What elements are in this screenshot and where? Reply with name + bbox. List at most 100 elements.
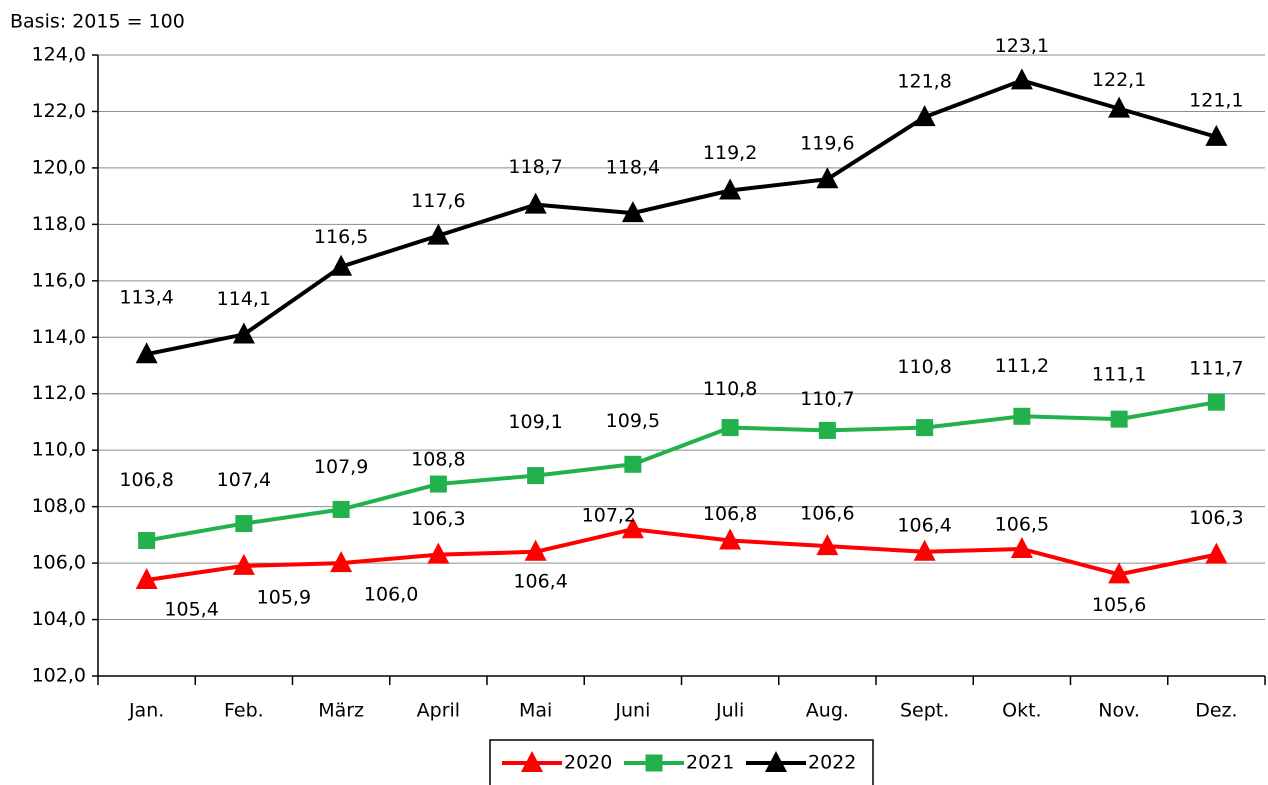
data-label: 122,1 [1092, 69, 1146, 91]
marker [913, 539, 936, 561]
x-tick-label: März [318, 700, 364, 722]
marker [1110, 410, 1128, 428]
marker [232, 322, 255, 344]
data-label: 109,5 [606, 410, 660, 432]
marker [621, 517, 644, 539]
marker [1010, 68, 1033, 90]
x-tick-label: Okt. [1002, 700, 1041, 722]
data-label: 110,7 [800, 388, 854, 410]
series-line [146, 527, 1217, 583]
x-tick-label: Feb. [224, 700, 264, 722]
data-label: 118,7 [508, 156, 562, 178]
legend-label: 2021 [686, 752, 734, 774]
data-label: 106,3 [411, 508, 465, 530]
data-label: 109,1 [508, 411, 562, 433]
data-label: 106,8 [119, 469, 173, 491]
marker [429, 475, 447, 493]
data-label: 105,4 [164, 599, 218, 621]
marker [135, 568, 158, 590]
marker [138, 532, 156, 550]
data-label: 110,8 [703, 378, 757, 400]
marker [232, 553, 255, 575]
marker [524, 192, 547, 214]
marker [527, 467, 545, 485]
marker [1013, 407, 1031, 425]
marker [1205, 542, 1228, 564]
marker [1207, 393, 1225, 411]
data-label: 121,8 [897, 71, 951, 93]
x-tick-label: Mai [519, 700, 552, 722]
x-tick-label: April [417, 700, 460, 722]
marker [721, 419, 739, 437]
y-tick-label: 108,0 [32, 495, 86, 517]
data-label: 105,9 [257, 586, 311, 608]
data-label: 106,4 [513, 570, 567, 592]
data-label: 114,1 [217, 288, 271, 310]
y-tick-label: 110,0 [32, 439, 86, 461]
data-label: 106,6 [800, 503, 854, 525]
data-label: 111,2 [995, 355, 1049, 377]
data-label: 119,2 [703, 142, 757, 164]
marker [624, 455, 642, 473]
data-label: 107,4 [217, 469, 271, 491]
y-tick-label: 106,0 [32, 552, 86, 574]
x-tick-label: Dez. [1195, 700, 1237, 722]
data-label: 117,6 [411, 190, 465, 212]
legend-marker [645, 754, 663, 772]
x-tick-label: Juli [715, 700, 744, 722]
data-label: 108,8 [411, 449, 465, 471]
series-line [146, 400, 1217, 543]
y-tick-label: 104,0 [32, 608, 86, 630]
marker [332, 500, 350, 518]
marker [427, 542, 450, 564]
y-tick-label: 102,0 [32, 665, 86, 687]
data-label: 107,2 [582, 505, 636, 527]
y-tick-label: 118,0 [32, 213, 86, 235]
marker [427, 223, 450, 245]
data-label: 111,7 [1189, 358, 1243, 380]
marker [330, 254, 353, 276]
marker [135, 342, 158, 364]
data-label: 107,9 [314, 456, 368, 478]
marker [235, 515, 253, 533]
marker [913, 105, 936, 127]
x-tick-label: Aug. [806, 700, 849, 722]
marker [1108, 562, 1131, 584]
y-tick-label: 120,0 [32, 156, 86, 178]
marker [330, 551, 353, 573]
y-tick-label: 122,0 [32, 100, 86, 122]
data-label: 113,4 [119, 287, 173, 309]
marker [719, 528, 742, 550]
x-tick-label: Nov. [1098, 700, 1140, 722]
legend-label: 2022 [808, 752, 856, 774]
data-label: 105,6 [1092, 594, 1146, 616]
marker [621, 201, 644, 223]
legend-marker [521, 751, 543, 772]
data-label: 119,6 [800, 133, 854, 155]
marker [1010, 536, 1033, 558]
x-tick-label: Jan. [128, 700, 164, 722]
marker [1205, 124, 1228, 146]
series-line [146, 78, 1217, 357]
y-tick-label: 114,0 [32, 326, 86, 348]
data-label: 121,1 [1189, 89, 1243, 111]
data-label: 111,1 [1092, 364, 1146, 386]
marker [916, 419, 934, 437]
data-label: 106,0 [364, 584, 418, 606]
marker [818, 421, 836, 439]
data-label: 110,8 [897, 356, 951, 378]
marker [816, 534, 839, 556]
marker [524, 539, 547, 561]
x-tick-label: Sept. [900, 700, 949, 722]
y-tick-label: 112,0 [32, 382, 86, 404]
data-label: 106,3 [1189, 507, 1243, 529]
legend-label: 2020 [564, 752, 612, 774]
marker [816, 167, 839, 189]
data-label: 106,5 [995, 513, 1049, 535]
data-label: 106,4 [897, 514, 951, 536]
data-label: 118,4 [606, 157, 660, 179]
data-label: 106,8 [703, 503, 757, 525]
legend-marker [765, 751, 787, 772]
data-label: 123,1 [995, 35, 1049, 57]
